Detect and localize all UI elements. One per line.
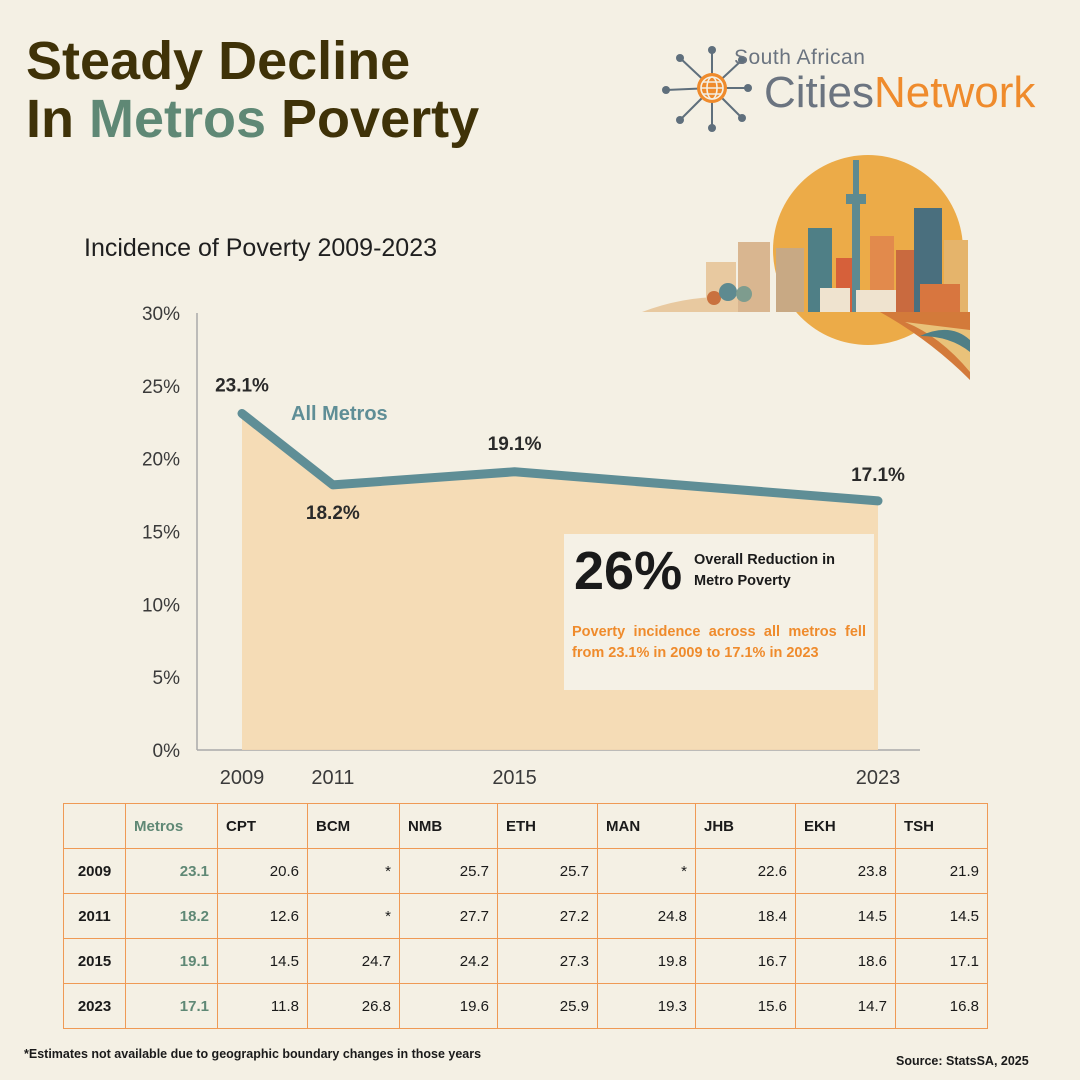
table-cell: 18.6	[795, 938, 896, 984]
table-header-cell: ETH	[497, 803, 598, 849]
table-cell: 21.9	[895, 848, 988, 894]
table-cell: 16.7	[695, 938, 796, 984]
table-cell: 11.8	[217, 983, 308, 1029]
table-cell: 19.3	[597, 983, 696, 1029]
callout-description: Poverty incidence across all metros fell…	[572, 624, 866, 661]
logo-cities: Cities	[764, 68, 875, 117]
y-tick-label: 25%	[142, 377, 180, 398]
table-row: 2023 17.1 11.8 26.8 19.6 25.9 19.3 15.6 14.7 16.8	[63, 983, 988, 1029]
table-cell: 14.5	[217, 938, 308, 984]
table-row: 2011 18.2 12.6 * 27.7 27.2 24.8 18.4 14.5 14.5	[63, 893, 988, 939]
data-label: 19.1%	[488, 434, 542, 455]
table-header-cell: EKH	[795, 803, 896, 849]
table-cell: 19.6	[399, 983, 498, 1029]
table-row: 2015 19.1 14.5 24.7 24.2 27.3 19.8 16.7 18.6 17.1	[63, 938, 988, 984]
x-tick-label: 2009	[220, 767, 265, 789]
city-skyline-illustration	[642, 155, 970, 380]
table-header-cell: JHB	[695, 803, 796, 849]
logo-network: Network	[874, 68, 1036, 117]
table-cell: 14.7	[795, 983, 896, 1029]
footnote: *Estimates not available due to geograph…	[24, 1047, 482, 1061]
table-row: 2009 23.1 20.6 * 25.7 25.7 * 22.6 23.8 21.9	[63, 848, 988, 894]
table-cell: 24.8	[597, 893, 696, 939]
y-tick-label: 15%	[142, 523, 180, 544]
table-cell: *	[597, 848, 696, 894]
logo: South African CitiesNetwork	[658, 36, 1078, 136]
table-cell: 27.2	[497, 893, 598, 939]
table-cell: *	[307, 893, 400, 939]
series-label-all-metros: All Metros	[291, 403, 388, 425]
network-globe-icon	[662, 46, 752, 132]
table-cell: 27.3	[497, 938, 598, 984]
title-line-2-post: Poverty	[266, 89, 480, 149]
x-tick-label: 2023	[856, 767, 901, 789]
table-cell: 20.6	[217, 848, 308, 894]
y-tick-label: 30%	[142, 304, 180, 325]
table-header-cell: MAN	[597, 803, 696, 849]
x-tick-label: 2015	[492, 767, 537, 789]
chart-title: Incidence of Poverty 2009-2023	[84, 234, 438, 262]
table-cell: 25.7	[497, 848, 598, 894]
table-year-cell: 2023	[63, 983, 126, 1029]
table-cell: 22.6	[695, 848, 796, 894]
table-year-cell: 2009	[63, 848, 126, 894]
table-header-cell: NMB	[399, 803, 498, 849]
table-header-cell: CPT	[217, 803, 308, 849]
title-line-2-accent: Metros	[89, 89, 267, 149]
reduction-callout: 26% Overall Reduction in Metro Poverty P…	[564, 534, 874, 690]
page-title: Steady Decline In Metros Poverty	[26, 32, 479, 148]
y-tick-label: 5%	[153, 668, 181, 689]
table-cell: 24.7	[307, 938, 400, 984]
poverty-chart: 0% 5% 10% 15% 20% 25% 30% 2009 2011 2015 2023 23.…	[142, 155, 970, 789]
table-cell: 23.8	[795, 848, 896, 894]
table-cell: 14.5	[895, 893, 988, 939]
title-line-1: Steady Decline	[26, 31, 411, 91]
table-cell: 17.1	[125, 983, 218, 1029]
table-cell: 19.1	[125, 938, 218, 984]
table-cell: 25.9	[497, 983, 598, 1029]
callout-percentage: 26%	[574, 541, 683, 601]
data-label: 17.1%	[851, 465, 905, 486]
y-tick-label: 0%	[153, 741, 181, 762]
data-label: 23.1%	[215, 376, 269, 397]
table-cell: 24.2	[399, 938, 498, 984]
title-line-2-pre: In	[26, 89, 89, 149]
table-year-cell: 2015	[63, 938, 126, 984]
table-cell: 26.8	[307, 983, 400, 1029]
y-tick-label: 10%	[142, 595, 180, 616]
table-cell: 19.8	[597, 938, 696, 984]
table-header-row: Metros CPT BCM NMB ETH MAN JHB EKH TSH	[63, 803, 988, 849]
callout-headline: Overall Reduction in Metro Poverty	[694, 552, 835, 589]
table-cell: 25.7	[399, 848, 498, 894]
table-header-cell	[63, 803, 126, 849]
logo-line-1: South African	[734, 46, 866, 69]
table-header-cell: Metros	[125, 803, 218, 849]
table-year-cell: 2011	[63, 893, 126, 939]
table-header-cell: BCM	[307, 803, 400, 849]
table-cell: 18.4	[695, 893, 796, 939]
table-cell: 17.1	[895, 938, 988, 984]
table-cell: *	[307, 848, 400, 894]
table-cell: 18.2	[125, 893, 218, 939]
series-line-all-metros	[237, 409, 883, 506]
table-cell: 14.5	[795, 893, 896, 939]
y-tick-label: 20%	[142, 450, 180, 471]
x-tick-label: 2011	[311, 767, 354, 789]
table-cell: 16.8	[895, 983, 988, 1029]
table-cell: 23.1	[125, 848, 218, 894]
logo-line-2: CitiesNetwork	[764, 68, 1035, 118]
table-cell: 27.7	[399, 893, 498, 939]
table-header-cell: TSH	[895, 803, 988, 849]
data-label: 18.2%	[306, 503, 360, 524]
table-cell: 12.6	[217, 893, 308, 939]
table-cell: 15.6	[695, 983, 796, 1029]
source-note: Source: StatsSA, 2025	[896, 1054, 1029, 1068]
metro-poverty-table: Metros CPT BCM NMB ETH MAN JHB EKH TSH 2009 23.1 20…	[63, 803, 988, 1029]
